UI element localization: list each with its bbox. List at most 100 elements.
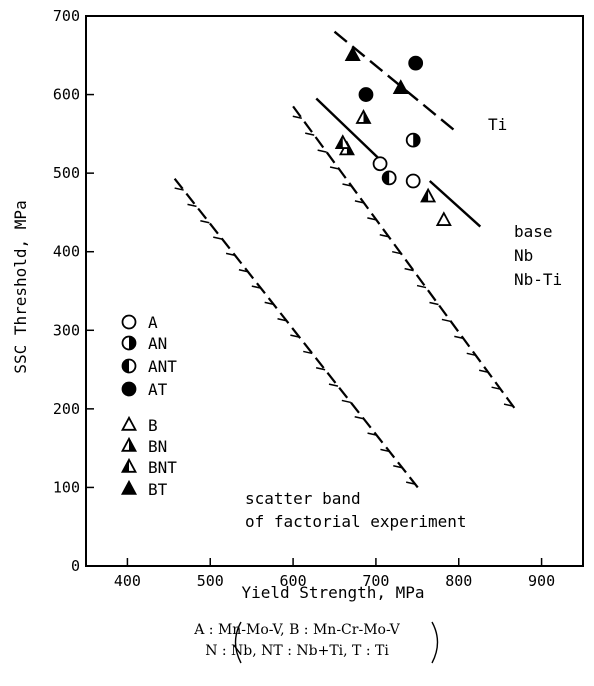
marker-fill (382, 171, 390, 185)
marker-outline (121, 314, 137, 330)
marker-fill (129, 336, 136, 350)
scatter-band-hatch (328, 383, 339, 387)
point-ant (381, 170, 397, 186)
point-an (405, 132, 421, 148)
data-points (334, 46, 452, 226)
marker-fill (336, 136, 343, 149)
marker-outline (392, 79, 409, 94)
scatter-band-hatch (503, 403, 514, 407)
legend-marker-a (121, 314, 137, 330)
marker-outline (120, 415, 138, 431)
scatter-band-hatch (225, 252, 236, 257)
scatter-band-hatch (200, 220, 210, 224)
footnote-line-2: N : Nb, NT : Nb+Ti, T : Ti (205, 643, 389, 659)
marker-outline (121, 381, 137, 397)
x-tick-label: 600 (280, 572, 307, 590)
y-tick-label: 500 (53, 164, 80, 182)
scatter-band-hatch (213, 236, 223, 240)
axes-frame (85, 15, 584, 567)
scatter-band-hatch (354, 416, 364, 420)
point-a (372, 156, 388, 172)
footnote-left-bracket (234, 621, 242, 664)
legend-marker-bt (120, 479, 138, 495)
marker-outline (435, 211, 452, 226)
scatter-band-hatch (187, 203, 197, 208)
point-bnt (334, 134, 351, 149)
marker-outline (408, 55, 424, 71)
x-tick-label: 500 (197, 572, 224, 590)
scatter-band-hatch (238, 269, 249, 273)
marker-fill (363, 110, 370, 123)
scatter-band-hatch (341, 399, 351, 404)
scatter-band-hatch (303, 350, 313, 355)
x-axis-label: Yield Strength, MPa (241, 583, 424, 602)
y-tick-label: 200 (53, 400, 80, 418)
scatter-band-line (173, 177, 420, 490)
scatter-band-hatch (392, 250, 402, 255)
marker-outline (372, 156, 388, 172)
marker-fill (122, 359, 129, 373)
legend-marker-bnt (120, 457, 138, 473)
legend-marker-an (121, 335, 137, 351)
marker-outline (120, 479, 138, 495)
scatter-band-hatch (367, 217, 377, 221)
marker-fill (413, 133, 420, 147)
point-bn (355, 109, 372, 124)
y-tick-label: 300 (53, 321, 80, 339)
trend-line-nb (428, 180, 482, 228)
y-tick-label: 700 (53, 7, 80, 25)
scatter-band-hatch (354, 200, 365, 204)
trend-line-ti (333, 30, 460, 135)
scatter-band-hatch (454, 335, 464, 340)
scatter-band-hatch (416, 284, 427, 289)
scatter-band-hatch (329, 166, 340, 170)
point-b (435, 211, 452, 226)
footnote-line-1: A : Mn-Mo-V, B : Mn-Cr-Mo-V (194, 622, 400, 638)
y-tick-label: 100 (53, 478, 80, 496)
scatter-band-hatch (405, 481, 416, 485)
legend-label-bt: BT (148, 480, 168, 499)
trend-lines (315, 30, 482, 228)
x-tick-label: 800 (445, 572, 472, 590)
trend-line-base (315, 97, 387, 167)
scatter-band-hatch (251, 285, 261, 289)
y-tick-label: 400 (53, 243, 80, 261)
legend-marker-b (120, 415, 138, 431)
point-at (408, 55, 424, 71)
point-bt (392, 79, 409, 94)
scatter-band-hatch (466, 352, 476, 357)
x-tick-label: 400 (114, 572, 141, 590)
scatter-band-hatch (342, 183, 352, 187)
legend-label-b: B (148, 416, 158, 435)
scatter-band-hatch (292, 115, 302, 119)
annotation-nb-ti: Nb-Ti (514, 270, 562, 289)
x-tick-label: 900 (528, 572, 555, 590)
legend: A AN ANT AT B BN BNT BT (120, 313, 177, 499)
marker-fill (129, 438, 136, 451)
legend-marker-bn (120, 436, 138, 452)
x-tick-label: 700 (362, 572, 389, 590)
legend-label-bn: BN (148, 437, 167, 456)
scatter-band-hatch (264, 301, 274, 306)
legend-marker-ant (121, 358, 137, 374)
marker-fill (122, 459, 129, 472)
legend-label-ant: ANT (148, 357, 177, 376)
y-axis-label: SSC Threshold, MPa (11, 200, 30, 373)
scatter-band-hatch (305, 132, 315, 136)
scatter-band-hatch (277, 318, 287, 322)
scatter-band-hatch (393, 465, 403, 469)
annotation-nb: Nb (514, 246, 533, 265)
scatter-band-hatch (315, 367, 326, 371)
scatter-bands (173, 105, 518, 490)
annotation-scatter-band-1: scatter band (245, 489, 361, 508)
legend-label-a: A (148, 313, 158, 332)
y-tick-label: 0 (71, 557, 80, 575)
scatter-band-hatch (380, 448, 390, 453)
scatter-band-hatch (429, 301, 439, 306)
scatter-band-hatch (478, 369, 489, 373)
scatter-band-hatch (379, 234, 389, 238)
legend-label-an: AN (148, 334, 167, 353)
scatter-band-hatch (367, 432, 377, 436)
plot-frame (85, 15, 584, 567)
